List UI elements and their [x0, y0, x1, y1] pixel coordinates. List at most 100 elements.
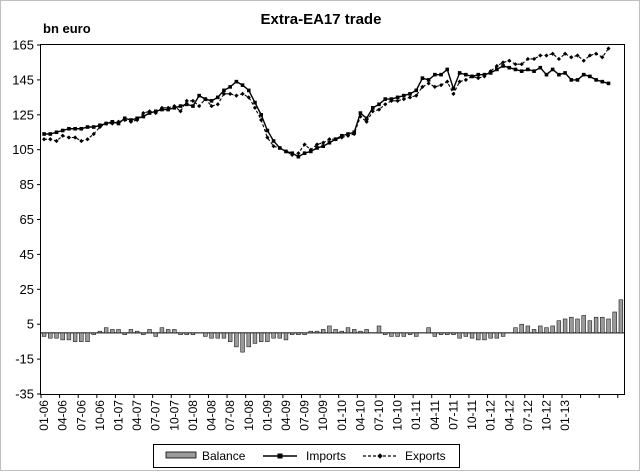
exports-point	[600, 55, 605, 60]
exports-point	[159, 105, 165, 110]
balance-bar	[128, 329, 134, 334]
imports-point	[79, 126, 84, 131]
balance-bar	[153, 332, 158, 337]
x-tick-label: 10-09	[316, 400, 330, 431]
exports-point	[135, 117, 140, 123]
x-tick-label: 01-08	[186, 400, 200, 431]
imports-point	[222, 88, 226, 93]
imports-point	[426, 78, 431, 82]
exports-point	[271, 144, 276, 149]
exports-point	[445, 79, 450, 84]
exports-point	[54, 138, 59, 144]
balance-bar	[488, 332, 493, 339]
balance-bar	[587, 320, 593, 334]
exports-point	[569, 55, 574, 60]
imports-point	[240, 83, 245, 87]
exports-point	[457, 79, 462, 84]
x-tick-label: 10-06	[93, 400, 107, 431]
exports-point	[265, 135, 270, 140]
balance-bar	[593, 316, 599, 334]
x-tick-label: 04-07	[130, 400, 144, 431]
imports-point	[265, 128, 270, 133]
balance-bar	[277, 332, 282, 339]
balance-bar	[110, 329, 115, 334]
balance-bar	[327, 325, 332, 334]
exports-point	[314, 142, 320, 147]
x-tick-label: 10-12	[539, 400, 553, 431]
exports-point	[215, 102, 220, 107]
legend-imports-label: Imports	[306, 449, 346, 463]
imports-point	[563, 71, 567, 75]
exports-point	[389, 98, 394, 103]
exports-point	[513, 62, 518, 67]
balance-bar	[221, 332, 227, 339]
imports-point	[302, 151, 307, 155]
imports-point	[54, 130, 59, 135]
imports-point	[85, 125, 90, 129]
exports-point	[488, 69, 493, 74]
exports-point	[66, 135, 72, 140]
imports-point	[557, 72, 561, 77]
exports-point	[190, 98, 196, 103]
imports-point	[408, 92, 412, 96]
x-tick-label: 07-09	[298, 400, 312, 431]
balance-bar	[159, 327, 165, 334]
balance-bar	[600, 316, 605, 334]
balance-bar	[333, 329, 338, 334]
exports-point	[308, 147, 313, 152]
y-tick-label: -35	[15, 387, 34, 402]
y-tick-label: 165	[12, 38, 34, 53]
exports-point	[91, 131, 96, 137]
imports-point	[495, 67, 499, 72]
exports-point	[178, 109, 183, 114]
balance-bar	[79, 332, 84, 342]
exports-point	[420, 84, 425, 89]
exports-point	[283, 149, 289, 154]
imports-point	[532, 69, 536, 73]
x-tick-label: 04-09	[279, 400, 293, 431]
balance-bar	[538, 325, 543, 334]
balance-bar	[314, 330, 320, 334]
x-tick-label: 04-06	[56, 400, 70, 431]
balance-bar	[141, 332, 146, 335]
balance-bar	[438, 332, 444, 335]
x-tick-label: 01-10	[335, 400, 349, 431]
exports-point	[240, 91, 245, 96]
imports-point	[445, 67, 450, 72]
balance-bar	[97, 330, 103, 334]
imports-point	[569, 78, 574, 82]
series-markers	[42, 46, 611, 159]
x-tick-label: 10-11	[465, 400, 479, 430]
imports-point	[42, 132, 46, 136]
legend-box	[153, 444, 460, 468]
exports-point	[463, 77, 468, 82]
exports-point	[476, 76, 481, 81]
imports-point	[234, 79, 239, 84]
balance-bar	[407, 332, 413, 335]
balance-bar	[469, 332, 475, 339]
balance-bar	[290, 332, 295, 335]
balance-bar	[575, 318, 580, 334]
exports-point	[383, 102, 388, 107]
exports-point	[197, 103, 202, 109]
imports-point	[519, 69, 524, 73]
imports-point	[433, 72, 437, 77]
balance-bar	[457, 332, 462, 339]
balance-bar	[227, 332, 233, 342]
balance-bar	[556, 320, 562, 334]
imports-point	[141, 114, 146, 119]
x-tick-label: 01-11	[409, 400, 423, 430]
x-tick-label: 01-13	[558, 400, 572, 431]
balance-bar	[60, 332, 65, 341]
x-tick-label: 10-10	[391, 400, 405, 431]
imports-point	[60, 128, 65, 133]
balance-bar	[172, 329, 177, 334]
balance-bar	[581, 315, 586, 334]
balance-bar	[352, 329, 357, 334]
imports-point	[476, 72, 481, 77]
exports-point	[352, 131, 357, 137]
x-tick-label: 04-08	[205, 400, 219, 431]
balance-bar	[48, 332, 53, 339]
balance-bar	[618, 299, 624, 334]
